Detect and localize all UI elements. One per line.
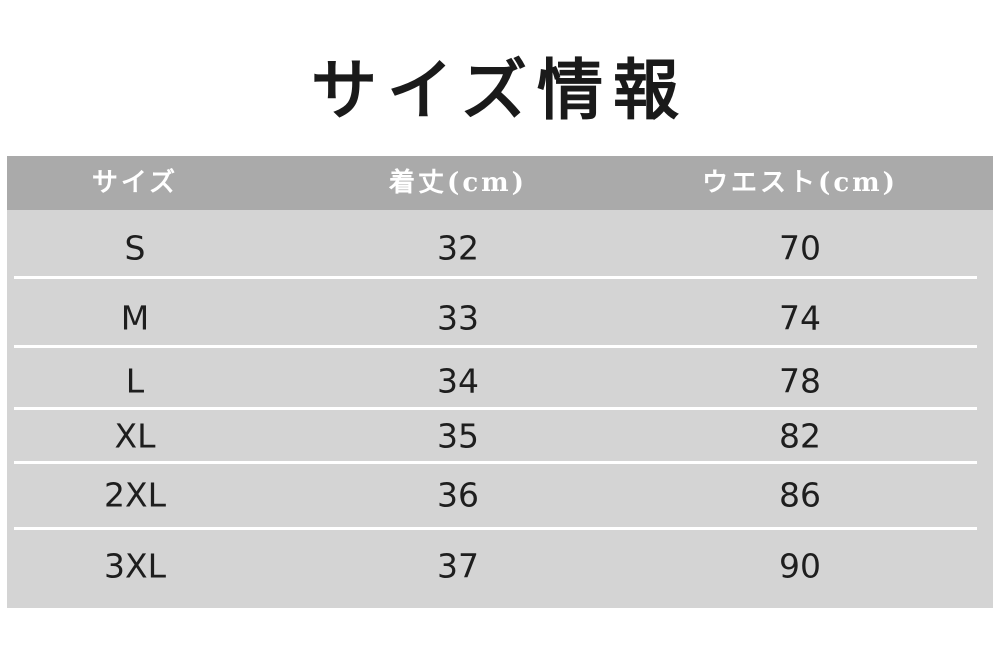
cell-size: S [124,228,146,268]
cell-size: 2XL [104,475,166,515]
cell-waist: 90 [779,546,821,586]
row-divider [14,276,977,279]
cell-length: 37 [437,546,479,586]
cell-length: 36 [437,475,479,515]
row-divider [14,407,977,410]
header-length: 着丈(cm) [389,168,527,198]
cell-length: 33 [437,298,479,338]
cell-waist: 74 [779,298,821,338]
header-waist: ウエスト(cm) [702,168,898,198]
table-header: サイズ 着丈(cm) ウエスト(cm) [7,156,993,210]
cell-size: M [120,298,150,338]
row-divider [14,527,977,530]
header-size: サイズ [91,168,179,198]
cell-waist: 70 [779,228,821,268]
row-divider [14,345,977,348]
cell-waist: 82 [779,416,821,456]
row-divider [14,461,977,464]
cell-length: 35 [437,416,479,456]
cell-size: 3XL [104,546,166,586]
cell-size: L [125,361,145,401]
cell-length: 32 [437,228,479,268]
page-title: サイズ情報 [310,51,690,129]
cell-size: XL [114,416,156,456]
cell-waist: 78 [779,361,821,401]
cell-waist: 86 [779,475,821,515]
cell-length: 34 [437,361,479,401]
size-table: サイズ 着丈(cm) ウエスト(cm) S 32 70 M 33 74 L 34 78 XL 35 8… [7,156,993,608]
